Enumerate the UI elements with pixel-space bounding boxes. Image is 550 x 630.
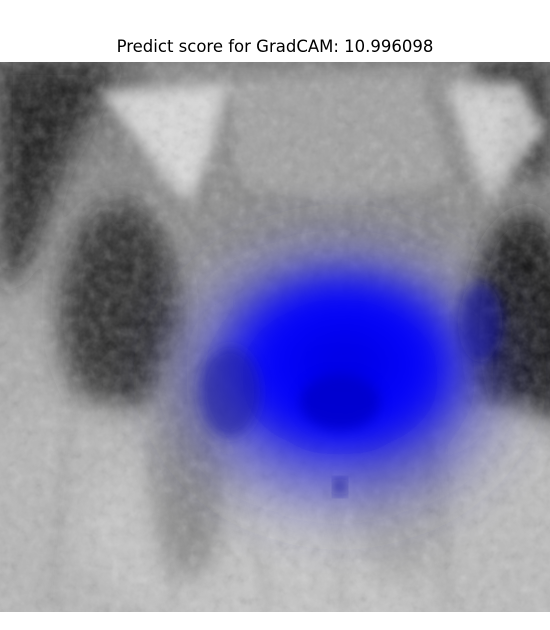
gradcam-heatmap (155, 227, 525, 527)
figure-title: Predict score for GradCAM: 10.996098 (116, 37, 434, 56)
gradcam-canvas (0, 62, 550, 612)
gradcam-image (0, 62, 550, 612)
